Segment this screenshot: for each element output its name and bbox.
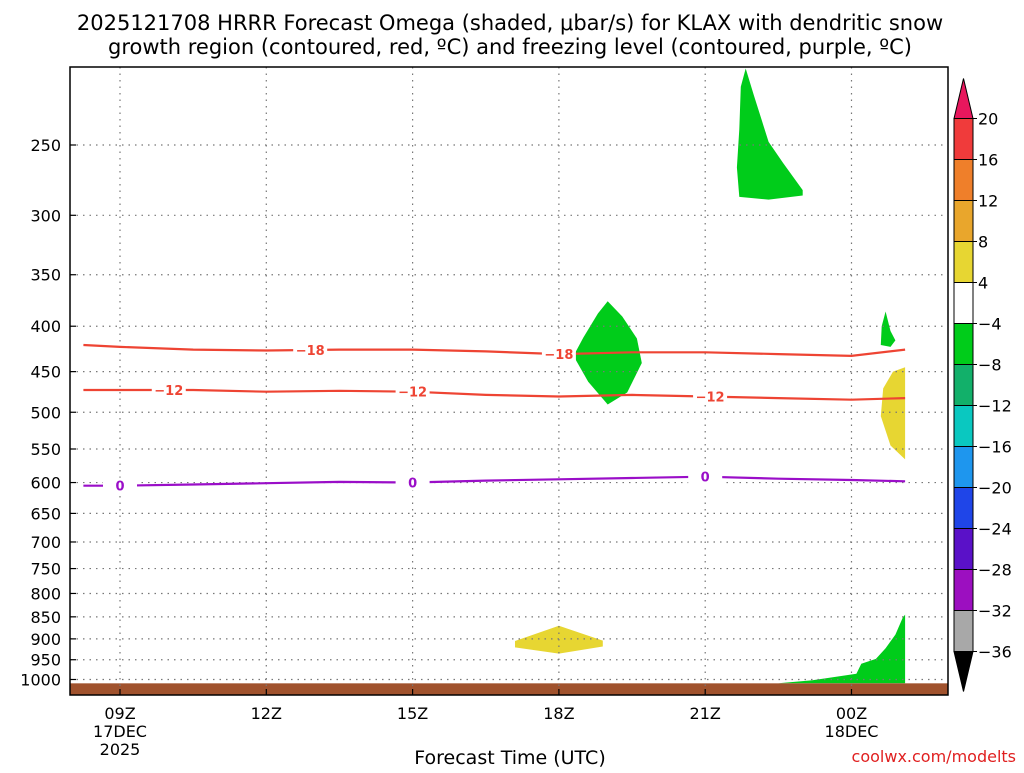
colorbar-box (953, 528, 974, 570)
contour-line-0 (83, 475, 906, 487)
y-tick-label: 350 (30, 266, 61, 285)
x-tick-date: 17DEC (93, 722, 147, 741)
colorbar-label: −36 (978, 643, 1012, 662)
colorbar-label: −12 (978, 397, 1012, 416)
x-tick-date: 18DEC (825, 722, 879, 741)
contour-label-0: 0 (408, 477, 417, 492)
contour-label-bg (541, 346, 576, 363)
contour-label--12: −12 (154, 384, 183, 399)
colorbar-box (953, 405, 974, 447)
colorbar-box (953, 282, 974, 324)
omega-colorbar: 20 16 12 8 4 −4 −8 −12 −16 −20 −24 −28 −32 −36 (953, 78, 1012, 692)
contour-lines: −18 −18 −12 −12 −12 0 0 0 (83, 341, 906, 495)
colorbar-label: −32 (978, 602, 1012, 621)
y-tick-label: 800 (30, 584, 61, 603)
x-tick-label: 18Z (543, 704, 574, 723)
y-tick-label: 700 (30, 533, 61, 552)
contour-label--12: −12 (696, 391, 725, 406)
contour-label-bg (688, 468, 723, 485)
gridlines (70, 67, 948, 695)
x-axis-label: Forecast Time (UTC) (414, 747, 605, 768)
contour-label-bg (395, 474, 430, 491)
contour-label-bg (103, 477, 137, 494)
y-tick-label: 650 (30, 504, 61, 523)
colorbar-label: 12 (978, 192, 998, 211)
colorbar-label: 16 (978, 151, 998, 170)
colorbar-box (953, 569, 974, 611)
omega-shading (515, 68, 906, 684)
omega-region-yellow-right (880, 367, 906, 460)
chart-title-line-2: growth region (contoured, red, ºC) and f… (108, 35, 912, 59)
y-tick-label: 400 (30, 317, 61, 336)
colorbar-box (953, 159, 974, 201)
colorbar-label: −20 (978, 479, 1012, 498)
colorbar-label: 8 (978, 233, 988, 252)
x-tick-label: 00Z (836, 704, 867, 723)
y-tick-label: 600 (30, 474, 61, 493)
contour-label--18: −18 (296, 344, 325, 359)
plot-frame (69, 66, 949, 696)
colorbar-bottom-triangle (953, 651, 974, 692)
terrain (70, 683, 948, 695)
colorbar-box (953, 610, 974, 652)
contour-label--12: −12 (398, 386, 427, 401)
contour-line--12 (83, 388, 906, 401)
y-tick-label: 1000 (20, 671, 61, 690)
colorbar-top-triangle (953, 78, 974, 119)
contour-label-0: 0 (701, 471, 710, 486)
y-tick-label: 250 (30, 136, 61, 155)
x-tick-label: 12Z (251, 704, 282, 723)
y-tick-label: 550 (30, 440, 61, 459)
x-tick-label: 15Z (397, 704, 428, 723)
colorbar-label: −16 (978, 438, 1012, 457)
colorbar-box (953, 200, 974, 242)
x-tick-label: 21Z (690, 704, 721, 723)
colorbar-box (953, 323, 974, 365)
y-tick-label: 900 (30, 630, 61, 649)
omega-region-green-upper (736, 68, 803, 200)
x-tick-year: 2025 (100, 740, 141, 759)
colorbar-label: −4 (978, 315, 1002, 334)
contour-label--18: −18 (544, 348, 573, 363)
colorbar-box (953, 241, 974, 283)
y-tick-label: 300 (30, 206, 61, 225)
y-tick-label: 500 (30, 403, 61, 422)
contour-label-bg (293, 341, 328, 358)
colorbar-label: −24 (978, 520, 1012, 539)
axes: 250 300 350 400 450 500 550 600 650 700 750 800 850 9… (20, 66, 949, 759)
colorbar-label: 20 (978, 110, 998, 129)
y-tick-label: 750 (30, 560, 61, 579)
x-tick-label: 09Z (104, 704, 135, 723)
contour-label-bg (395, 383, 430, 400)
colorbar-box (953, 446, 974, 488)
contour-label-bg (693, 388, 728, 405)
y-tick-label: 950 (30, 651, 61, 670)
credit-text: coolwx.com/modelts (852, 747, 1016, 766)
colorbar-box (953, 364, 974, 406)
omega-region-green-small (880, 311, 896, 347)
terrain-band (70, 683, 948, 695)
chart-title-line-1: 2025121708 HRRR Forecast Omega (shaded, … (77, 11, 943, 35)
colorbar-box (953, 118, 974, 160)
colorbar-label: 4 (978, 274, 988, 293)
y-tick-label: 850 (30, 608, 61, 627)
colorbar-label: −28 (978, 561, 1012, 580)
colorbar-box (953, 487, 974, 529)
contour-line--18 (83, 343, 906, 358)
colorbar-label: −8 (978, 356, 1002, 375)
contour-label-bg (151, 382, 186, 399)
omega-region-green-low (778, 614, 906, 684)
contour-label-0: 0 (115, 480, 124, 495)
y-tick-label: 450 (30, 363, 61, 382)
